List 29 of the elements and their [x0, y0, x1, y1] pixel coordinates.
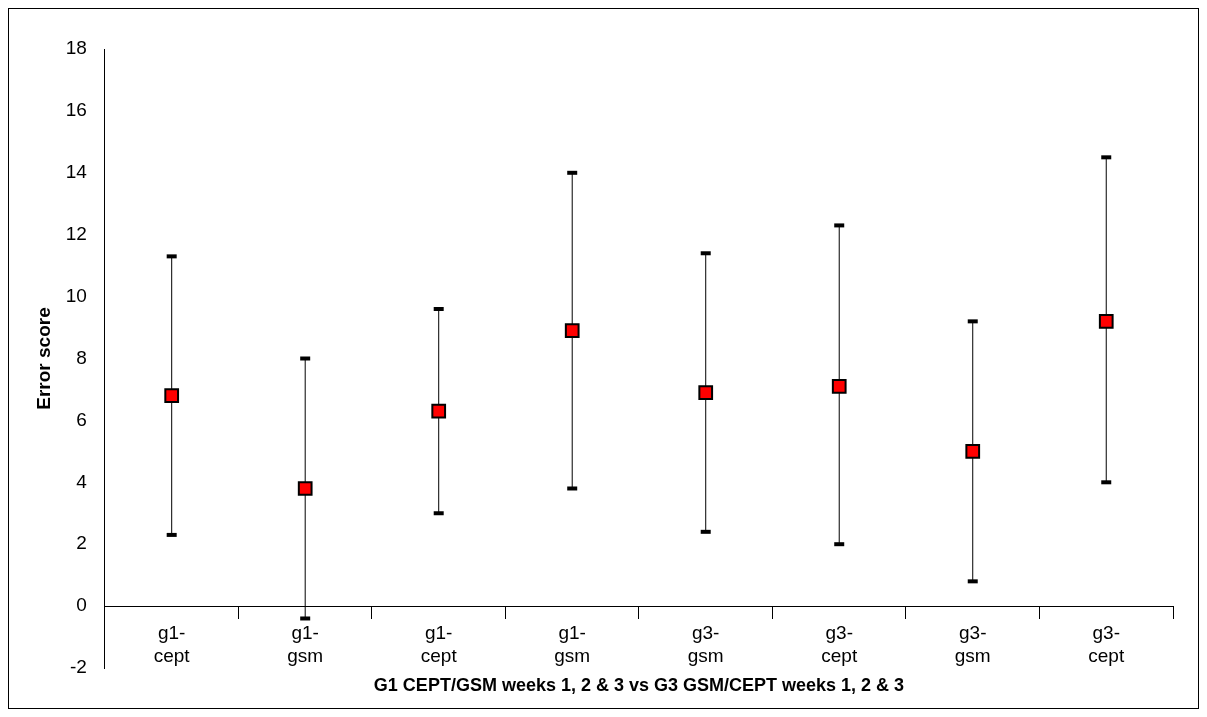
y-tick-label: 0 — [76, 594, 87, 616]
y-tick-label: -2 — [70, 656, 87, 678]
point — [564, 323, 580, 339]
x-tick-label: g1-gsm — [554, 621, 591, 666]
x-tick-label: g3-gsm — [954, 621, 991, 666]
y-tick-label: 12 — [65, 222, 87, 244]
y-tick-label: 4 — [76, 470, 88, 492]
point — [698, 385, 714, 400]
x-tick-label: g1-gsm — [287, 621, 324, 666]
y-tick-label: 2 — [76, 532, 87, 554]
y-tick-label: 6 — [76, 408, 87, 430]
y-tick-label: 16 — [65, 99, 87, 121]
x-tick-label: g3-cept — [821, 621, 858, 666]
point — [164, 388, 180, 403]
point — [965, 443, 981, 459]
y-tick-label: 8 — [76, 346, 87, 368]
point — [431, 403, 447, 419]
x-axis-title: G1 CEPT/GSM weeks 1, 2 & 3 vs G3 GSM/CEPT weeks 1, 2 & 3 — [373, 675, 905, 696]
x-tick-label: g3-gsm — [687, 621, 724, 666]
y-tick-label: 18 — [65, 37, 87, 59]
point — [1098, 314, 1114, 329]
y-tick-label: 10 — [65, 284, 87, 306]
x-tick-label: g3-cept — [1088, 621, 1125, 666]
x-tick-label: g1-cept — [420, 621, 458, 666]
y-axis-title: Error score — [32, 307, 54, 410]
point — [831, 378, 847, 394]
y-tick-label: 14 — [65, 161, 88, 183]
point — [297, 481, 313, 496]
x-tick-label: g1-cept — [153, 621, 191, 666]
